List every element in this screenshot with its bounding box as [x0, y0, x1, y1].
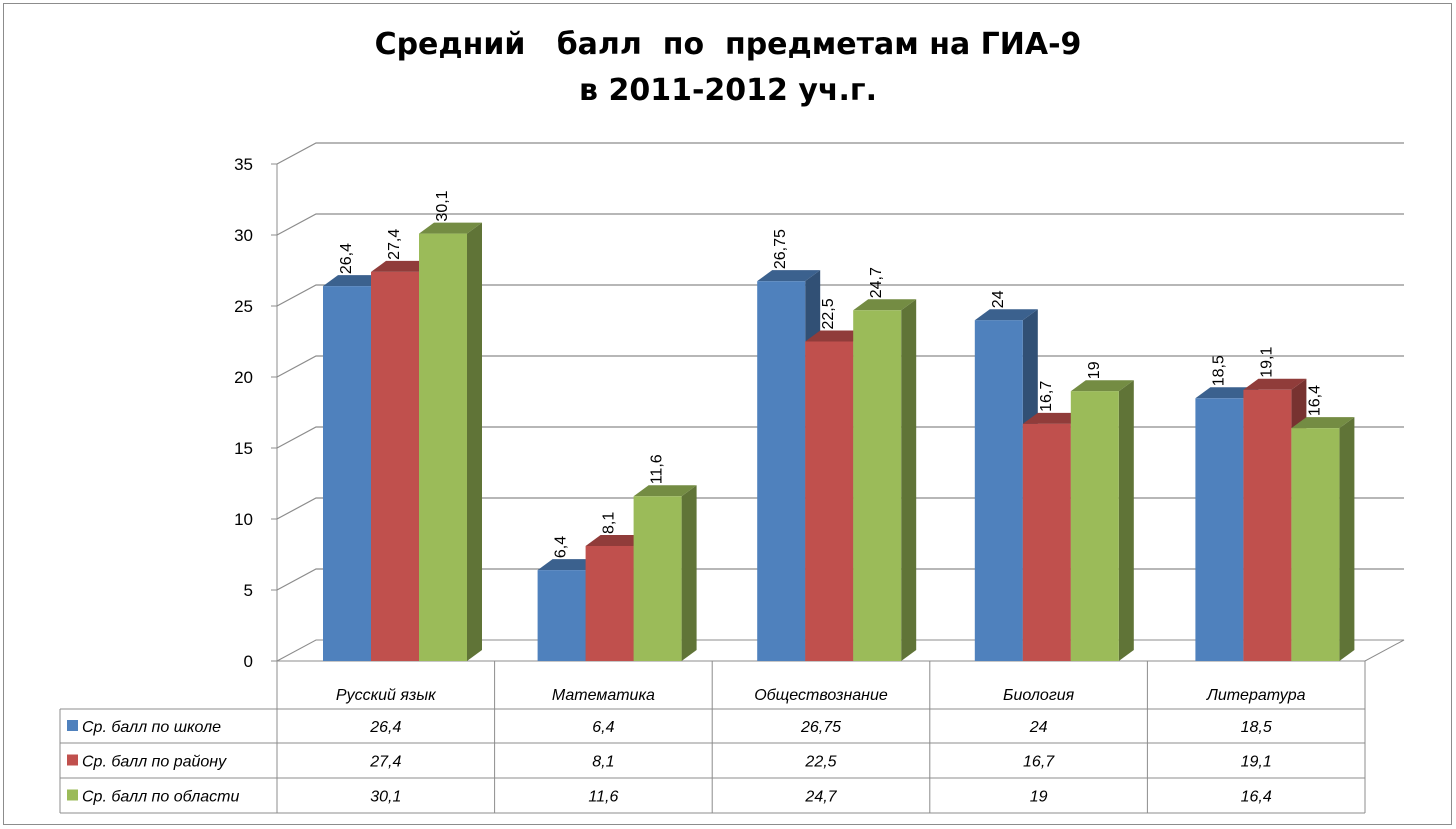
chart-title-line-1: Средний балл по предметам на ГИА-9 [374, 27, 1082, 62]
legend-label: Ср. балл по области [82, 789, 240, 806]
bar-side [467, 222, 482, 661]
data-label: 24,7 [868, 267, 885, 298]
bar [1243, 389, 1292, 661]
bar-side [1339, 417, 1355, 661]
table-cell: 22,5 [804, 754, 836, 771]
table-cell: 26,4 [369, 719, 401, 736]
table-cell: 8,1 [592, 754, 614, 771]
data-label: 30,1 [434, 190, 451, 221]
table-cell: 19 [1030, 789, 1048, 806]
bar [371, 271, 419, 661]
y-tick-label: 20 [234, 368, 253, 387]
data-label: 11,6 [649, 454, 666, 484]
bar [323, 286, 371, 661]
bar [1022, 423, 1071, 661]
table-cell: 16,4 [1241, 789, 1272, 806]
data-label: 26,4 [338, 243, 355, 274]
bar-top [805, 330, 869, 342]
data-label: 16,4 [1306, 385, 1323, 416]
bar-top [371, 260, 434, 272]
category-label: Литература [1206, 687, 1306, 704]
bar-top [323, 275, 386, 287]
data-label: 16,7 [1038, 381, 1055, 412]
bar [757, 281, 806, 661]
table-cell: 27,4 [369, 754, 401, 771]
table-cell: 19,1 [1241, 754, 1272, 771]
gridline [276, 213, 1404, 236]
legend-label: Ср. балл по району [82, 754, 227, 771]
y-tick-label: 10 [234, 510, 253, 529]
bar [805, 341, 854, 661]
gridline [276, 284, 1404, 307]
bar [1291, 428, 1340, 661]
y-tick-label: 5 [244, 581, 253, 600]
table-cell: 24,7 [804, 789, 837, 806]
y-tick-label: 30 [234, 226, 253, 245]
table-cell: 11,6 [588, 789, 618, 806]
data-label: 22,5 [820, 298, 837, 329]
table-cell: 24 [1029, 719, 1048, 736]
data-label: 24 [990, 290, 1007, 308]
chart-title: Средний балл по предметам на ГИА-9 в 201… [0, 22, 1456, 114]
category-label: Биология [1003, 687, 1075, 704]
y-tick-label: 25 [234, 297, 253, 316]
data-label: 19,1 [1258, 347, 1275, 378]
table-cell: 6,4 [592, 719, 614, 736]
bar-top [1022, 412, 1086, 424]
data-label: 26,75 [772, 229, 789, 269]
bar-side [901, 299, 917, 661]
bar [1195, 398, 1244, 661]
bar-top [419, 222, 482, 234]
table-cell: 18,5 [1241, 719, 1272, 736]
y-tick-label: 0 [244, 652, 253, 671]
bar-side [681, 485, 697, 661]
table-cell: 26,75 [800, 719, 841, 736]
category-label: Русский язык [336, 687, 437, 704]
category-label: Обществознание [754, 687, 888, 704]
bar [537, 570, 586, 661]
data-label: 19 [1086, 361, 1103, 379]
legend-key [67, 789, 78, 801]
bar-top [853, 299, 917, 311]
bar [633, 496, 682, 661]
bar-top [1243, 378, 1307, 390]
y-tick-label: 15 [234, 439, 253, 458]
bar [585, 545, 634, 661]
bar-top [974, 309, 1038, 321]
table-cell: 30,1 [370, 789, 401, 806]
bar-top [1195, 387, 1259, 399]
data-label: 6,4 [553, 536, 570, 558]
legend-label: Ср. балл по школе [82, 719, 221, 736]
bar-top [585, 534, 649, 546]
bar-top [1070, 380, 1134, 392]
bar-top [537, 559, 601, 571]
legend-key [67, 720, 78, 731]
table-cell: 16,7 [1023, 754, 1055, 771]
data-label: 27,4 [386, 229, 403, 260]
bar-top [633, 485, 697, 497]
category-label: Математика [552, 687, 655, 704]
gridline [276, 355, 1404, 378]
chart-title-line-2: в 2011-2012 уч.г. [579, 73, 877, 108]
legend-key [67, 754, 78, 766]
data-label: 18,5 [1210, 355, 1227, 386]
data-label: 8,1 [601, 512, 618, 534]
bar [419, 233, 467, 661]
bar-top [757, 270, 821, 282]
gridline [276, 142, 1404, 165]
bar-top [1291, 417, 1355, 429]
y-tick-label: 35 [234, 155, 253, 174]
bar [974, 320, 1023, 661]
bar [1070, 391, 1119, 661]
bar-side [1118, 380, 1134, 661]
bar [853, 310, 902, 661]
